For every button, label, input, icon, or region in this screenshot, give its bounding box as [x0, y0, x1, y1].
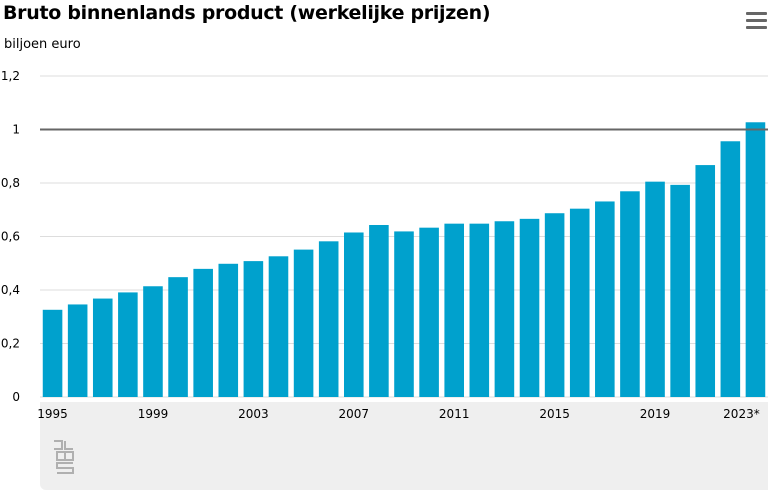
bar-2018[interactable]: [620, 191, 640, 397]
x-tick-label: 1995: [37, 407, 68, 421]
y-tick-label: 0,4: [1, 283, 20, 297]
bar-2005[interactable]: [293, 249, 314, 397]
bar-1997[interactable]: [92, 298, 113, 397]
bar-2022[interactable]: [720, 141, 741, 397]
bar-2002[interactable]: [218, 263, 239, 397]
bar-2001[interactable]: [193, 268, 213, 397]
bar-2007[interactable]: [344, 232, 364, 397]
y-tick-label: 0,6: [1, 230, 20, 244]
x-tick-label: 2011: [439, 407, 470, 421]
bar-2010[interactable]: [419, 227, 439, 397]
y-tick-label: 0,8: [1, 176, 20, 190]
x-tick-label: 2007: [339, 407, 370, 421]
x-tick-label: 2003: [238, 407, 269, 421]
y-tick-label: 0,2: [1, 337, 20, 351]
hamburger-menu-icon[interactable]: [746, 12, 767, 30]
chart-title: Bruto binnenlands product (werkelijke pr…: [3, 2, 491, 24]
bar-2023*[interactable]: [745, 122, 766, 397]
bar-2003[interactable]: [243, 261, 264, 397]
unit-label: biljoen euro: [4, 37, 81, 52]
bar-2014[interactable]: [519, 218, 540, 397]
bar-2020[interactable]: [670, 184, 690, 397]
bar-2015[interactable]: [544, 213, 565, 397]
bar-chart: 0 0,2 0,4 0,6 0,8 1 1,2 1995 1999 2003 2007 2011 201…: [1, 69, 768, 421]
y-tick-label: 1: [12, 123, 20, 137]
bar-2008[interactable]: [369, 224, 389, 397]
bar-2012[interactable]: [469, 223, 490, 397]
bar-2006[interactable]: [318, 241, 339, 397]
bar-2004[interactable]: [268, 256, 289, 397]
bar-1996[interactable]: [67, 304, 88, 397]
x-tick-label: 2015: [539, 407, 570, 421]
y-tick-label: 1,2: [1, 69, 20, 83]
bar-2017[interactable]: [595, 201, 615, 397]
x-tick-label: 2023*: [723, 407, 760, 421]
bar-2019[interactable]: [645, 181, 665, 397]
bar-2009[interactable]: [394, 231, 414, 397]
bar-2013[interactable]: [494, 221, 515, 397]
bar-2011[interactable]: [444, 223, 464, 397]
cbs-logo-icon: [54, 440, 74, 474]
bar-1999[interactable]: [143, 286, 163, 397]
bar-2016[interactable]: [569, 208, 590, 397]
bar-1998[interactable]: [118, 292, 138, 397]
bar-2021[interactable]: [695, 165, 716, 397]
chart-footer: [40, 402, 768, 490]
y-tick-label: 0: [12, 390, 20, 404]
x-tick-label: 2019: [640, 407, 671, 421]
bar-1995[interactable]: [42, 309, 63, 397]
bar-2000[interactable]: [168, 277, 188, 397]
x-tick-label: 1999: [138, 407, 169, 421]
